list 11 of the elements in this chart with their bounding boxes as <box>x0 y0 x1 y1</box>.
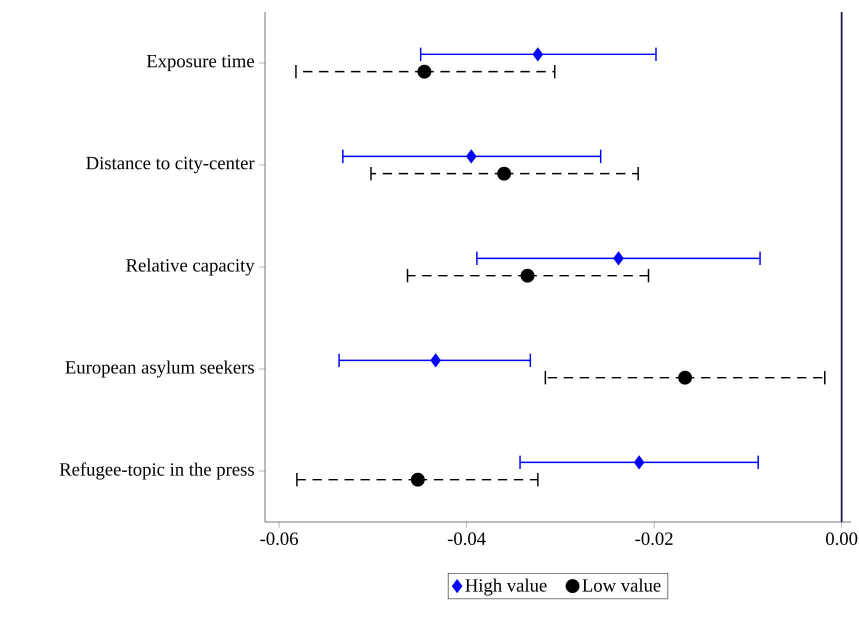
x-tick-label: -0.02 <box>635 532 673 546</box>
x-tick-label: -0.04 <box>448 532 486 546</box>
legend-label: High value <box>465 578 547 596</box>
x-tick-label: -0.06 <box>260 532 298 546</box>
y-tick-label: European asylum seekers <box>65 360 254 378</box>
x-tick-label: 0.00 <box>826 532 858 546</box>
y-tick-label: Relative capacity <box>126 258 255 276</box>
y-tick-label: Refugee-topic in the press <box>60 462 254 480</box>
y-tick-label: Exposure time <box>146 54 254 72</box>
y-tick-label: Distance to city-center <box>86 156 254 174</box>
legend-label: Low value <box>582 578 661 592</box>
